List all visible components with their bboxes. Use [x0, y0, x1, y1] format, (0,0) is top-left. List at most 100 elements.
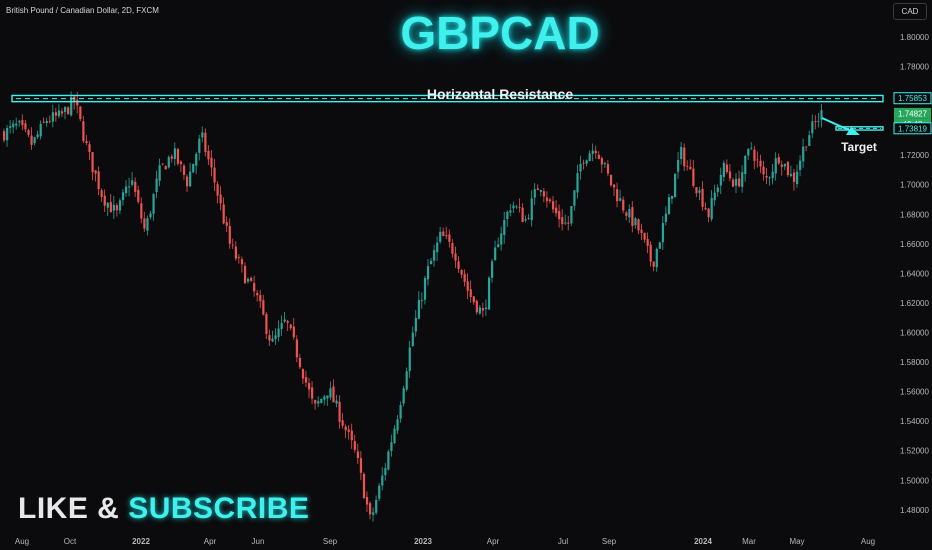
- candle: [390, 442, 393, 451]
- candle: [491, 261, 494, 278]
- candle: [576, 173, 579, 193]
- price-axis[interactable]: 1.800001.780001.760001.740001.720001.700…: [900, 33, 929, 515]
- candle: [808, 135, 811, 147]
- candle: [652, 261, 655, 267]
- candle: [564, 222, 567, 224]
- candle: [539, 189, 542, 192]
- candle: [67, 107, 70, 115]
- candle: [420, 299, 424, 301]
- candle: [45, 121, 48, 123]
- candle: [622, 199, 625, 211]
- symbol-info: British Pound / Canadian Dollar, 2D, FXC…: [6, 6, 159, 15]
- candle: [710, 198, 713, 220]
- candle: [201, 132, 204, 138]
- candle: [250, 277, 253, 281]
- candle: [433, 250, 436, 261]
- candle: [439, 231, 442, 242]
- candle: [262, 300, 265, 315]
- candle: [192, 163, 195, 173]
- candle: [802, 146, 805, 162]
- zones: [11, 94, 884, 135]
- title-text: GBPCAD: [400, 7, 600, 59]
- candle: [594, 150, 597, 154]
- y-tick-label: 1.80000: [900, 33, 929, 42]
- candle: [27, 130, 30, 135]
- candle: [369, 503, 372, 515]
- candle: [60, 111, 64, 114]
- candle: [667, 197, 671, 215]
- x-tick-label: Jul: [558, 537, 568, 546]
- candle: [393, 428, 396, 443]
- candle: [326, 395, 329, 399]
- candle: [173, 148, 176, 159]
- candle: [356, 451, 359, 459]
- candle: [314, 400, 317, 404]
- candle: [387, 451, 390, 470]
- candle: [487, 277, 491, 310]
- candle: [533, 189, 536, 198]
- candle: [295, 339, 298, 358]
- candle: [82, 121, 85, 142]
- candle: [750, 147, 753, 149]
- candle: [143, 218, 146, 229]
- candle: [683, 147, 686, 167]
- candle: [646, 238, 649, 246]
- candle: [689, 166, 692, 170]
- candle: [765, 175, 768, 178]
- candle: [664, 213, 668, 222]
- y-tick-label: 1.78000: [900, 63, 929, 72]
- y-tick-label: 1.48000: [900, 506, 929, 515]
- candle: [555, 207, 558, 214]
- candle: [454, 253, 457, 261]
- candle: [341, 420, 344, 426]
- candle: [308, 383, 311, 390]
- candle: [362, 474, 366, 499]
- candle: [411, 332, 414, 346]
- x-tick-label: Mar: [742, 537, 756, 546]
- candle: [137, 189, 140, 202]
- candle: [558, 211, 561, 220]
- candle: [36, 134, 39, 138]
- candle: [451, 243, 454, 254]
- candle: [15, 123, 18, 126]
- time-axis[interactable]: Aug Oct 2022 Apr Jun Sep 2023 Apr Jul Sep 2024 Mar M…: [15, 537, 875, 546]
- labels: Horizontal Resistance Target 1.75853 1.7482…: [427, 86, 932, 154]
- candle: [88, 144, 91, 152]
- candle: [375, 499, 378, 513]
- candle: [234, 246, 237, 259]
- candle: [347, 429, 350, 432]
- candle: [426, 266, 430, 280]
- candle: [619, 198, 622, 201]
- candle: [365, 496, 369, 505]
- candle: [396, 419, 399, 431]
- candle: [149, 213, 152, 218]
- target-arrow-head: [846, 127, 860, 135]
- candle: [728, 171, 732, 179]
- candle: [747, 148, 750, 156]
- candle: [381, 475, 384, 486]
- candle: [323, 396, 326, 400]
- candle: [247, 278, 250, 282]
- candle: [97, 171, 100, 190]
- currency-button[interactable]: CAD: [893, 3, 927, 20]
- candle: [561, 217, 564, 225]
- x-tick-label: Apr: [487, 537, 500, 546]
- y-tick-label: 1.58000: [900, 358, 929, 367]
- candle: [792, 172, 796, 182]
- candle: [457, 261, 460, 270]
- candle: [582, 162, 585, 164]
- candle: [799, 160, 802, 170]
- candle: [512, 205, 515, 209]
- candle: [625, 212, 628, 216]
- candle: [500, 233, 503, 245]
- candle: [548, 199, 552, 201]
- candle: [417, 300, 420, 319]
- candle: [542, 191, 546, 197]
- candle: [176, 148, 180, 164]
- candle: [222, 204, 225, 224]
- candle: [79, 106, 82, 120]
- candle: [570, 206, 573, 224]
- candle: [789, 174, 793, 176]
